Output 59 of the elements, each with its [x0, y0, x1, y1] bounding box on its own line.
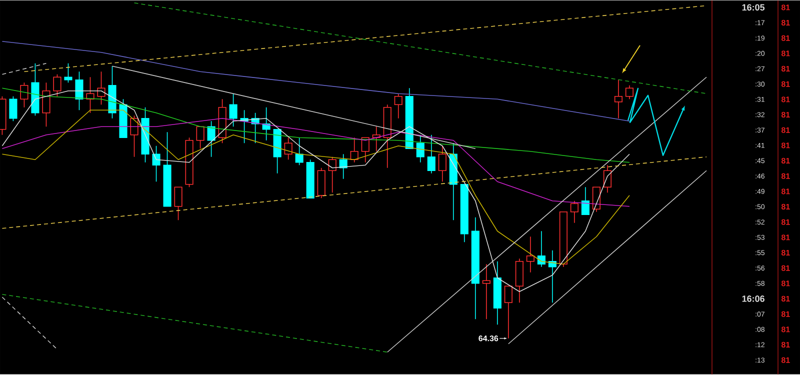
candlestick — [339, 154, 348, 180]
text: 81 — [781, 142, 790, 148]
candlestick — [75, 71, 84, 111]
candlestick — [207, 120, 216, 158]
text: 81 — [781, 173, 790, 180]
text: 81 — [781, 280, 790, 286]
candlestick — [581, 186, 590, 216]
text: 81 — [781, 127, 790, 134]
text: 81 — [781, 112, 790, 118]
text: 81 — [781, 265, 790, 272]
candlestick — [196, 126, 204, 150]
candlestick — [42, 82, 50, 128]
text: 81 — [781, 81, 790, 88]
candlestick — [548, 250, 556, 304]
candlestick — [394, 93, 402, 119]
candlestick — [64, 63, 72, 84]
text: 81 — [781, 296, 790, 302]
candlestick — [603, 164, 612, 194]
text: 81 — [781, 96, 790, 102]
candlestick — [284, 137, 292, 160]
candlestick — [438, 146, 446, 182]
candlestick — [20, 82, 28, 108]
text: 81 — [781, 342, 790, 348]
candlestick — [416, 134, 424, 163]
candlestick — [570, 200, 578, 224]
text: 81 — [781, 311, 790, 318]
candlestick — [262, 107, 270, 141]
candlestick — [350, 137, 358, 163]
text: 81 — [781, 158, 790, 164]
candlestick — [229, 93, 238, 128]
candlestick — [482, 264, 490, 320]
text: 81 — [781, 219, 790, 226]
candlestick — [9, 96, 18, 122]
candlestick — [130, 115, 138, 158]
text: 81 — [781, 357, 790, 364]
text: 81 — [781, 234, 790, 240]
candlestick — [625, 85, 634, 100]
text: 81 — [781, 326, 790, 332]
annotation: 64.36 — [478, 336, 498, 342]
candlestick — [537, 230, 546, 268]
text: 81 — [781, 35, 790, 42]
text: 81 — [781, 204, 790, 210]
text: 81 — [781, 4, 790, 10]
candlestick — [53, 74, 62, 97]
candlestick — [295, 137, 304, 166]
candlestick — [174, 186, 182, 221]
text: 81 — [781, 250, 790, 256]
text: 81 — [781, 20, 790, 26]
candlestick — [328, 156, 336, 194]
text: 81 — [781, 188, 790, 194]
candlestick — [614, 80, 622, 119]
text: 16:06 — [742, 296, 764, 302]
candlestick — [427, 134, 436, 174]
candlestick — [97, 71, 106, 106]
text: 81 — [781, 66, 790, 72]
text: 16:05 — [742, 4, 765, 11]
text: 81 — [781, 50, 790, 56]
candlestick — [152, 146, 160, 182]
candlestick — [526, 236, 534, 273]
